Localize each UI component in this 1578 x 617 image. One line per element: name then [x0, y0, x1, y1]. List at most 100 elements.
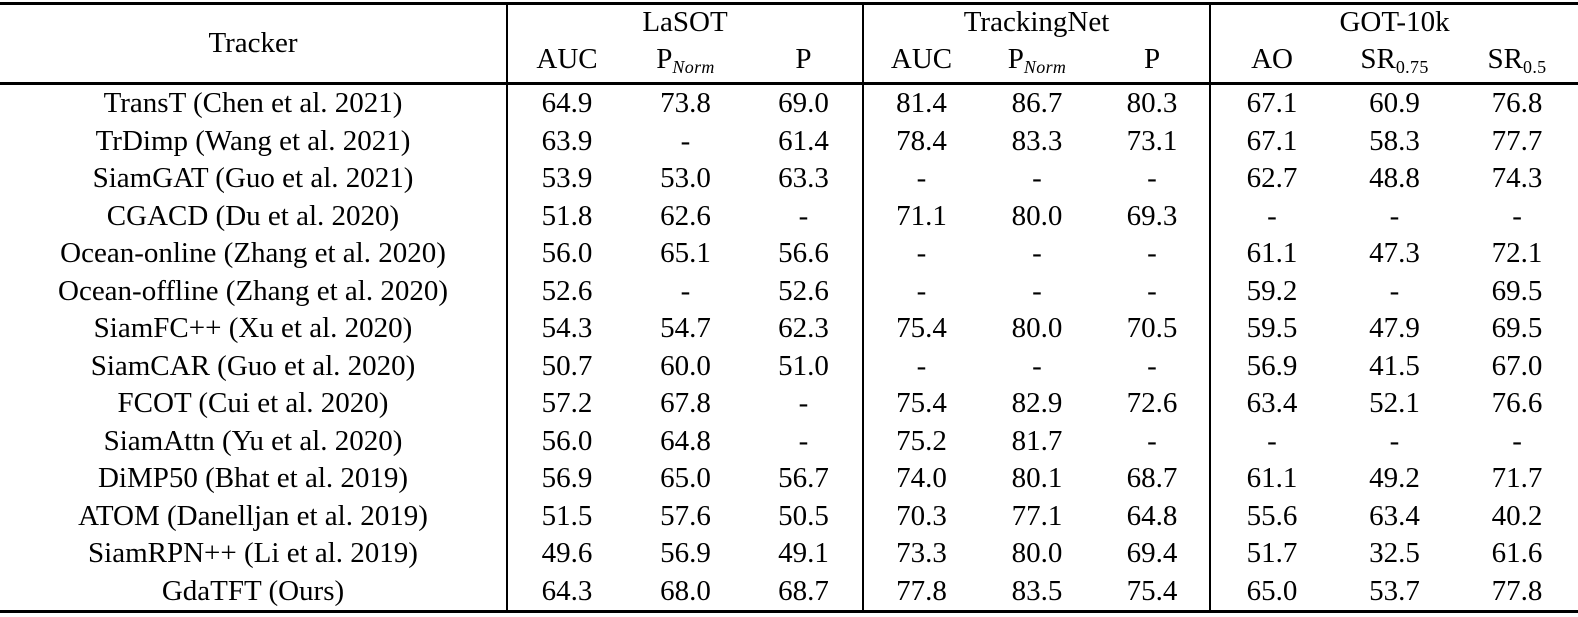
value-cell: 32.5	[1369, 537, 1420, 569]
value-cell: 80.0	[1011, 312, 1063, 344]
table-row: SiamAttn (Yu et al. 2020) 56.0 64.8 - 75…	[0, 422, 1578, 460]
metric-header-trackingnet-p: P	[1095, 40, 1211, 85]
metric-base: P	[1007, 43, 1024, 75]
value-cell: 69.4	[1126, 537, 1178, 569]
value-cell: 77.8	[1491, 574, 1543, 607]
value-cell: -	[1032, 237, 1042, 269]
tracker-cell: SiamGAT (Guo et al. 2021)	[92, 162, 414, 194]
value-cell: 60.0	[660, 349, 711, 382]
value-cell: 54.3	[506, 310, 626, 348]
value-cell: 62.6	[660, 199, 711, 232]
value-cell: 72.1	[1491, 237, 1543, 269]
metric-header-got10k-sr05: SR0.5	[1456, 40, 1578, 85]
value-cell: 47.3	[1369, 237, 1420, 269]
metric-base: SR	[1487, 43, 1523, 75]
value-cell: 40.2	[1491, 499, 1543, 532]
value-cell: 53.0	[660, 162, 711, 194]
value-cell: -	[1032, 349, 1042, 382]
value-cell: 49.6	[506, 535, 626, 573]
table-row: SiamCAR (Guo et al. 2020) 50.7 60.0 51.0…	[0, 347, 1578, 385]
value-cell: 56.9	[1209, 347, 1334, 385]
tracker-cell: DiMP50 (Bhat et al. 2019)	[97, 462, 409, 494]
results-table-body: TransT (Chen et al. 2021) 64.9 73.8 69.0…	[0, 83, 1578, 612]
metric-header-row: AUC PNorm P AUC PNorm P AO SR0.75 SR0.5	[0, 40, 1578, 85]
value-cell: 64.8	[1126, 499, 1178, 532]
value-cell: 53.7	[1369, 574, 1420, 607]
value-cell: 65.0	[1209, 572, 1334, 612]
table-row: CGACD (Du et al. 2020) 51.8 62.6 - 71.1 …	[0, 197, 1578, 235]
value-cell: 56.7	[778, 462, 829, 494]
value-cell: 52.1	[1369, 387, 1420, 419]
value-cell: -	[1032, 274, 1042, 307]
value-cell: 50.7	[506, 347, 626, 385]
value-cell: 63.4	[1369, 499, 1420, 532]
value-cell: 63.3	[778, 162, 829, 194]
value-cell: 72.6	[1126, 387, 1178, 419]
tracker-cell: SiamCAR (Guo et al. 2020)	[90, 349, 416, 382]
value-cell: 59.5	[1209, 310, 1334, 348]
tracker-cell: SiamRPN++ (Li et al. 2019)	[88, 537, 418, 569]
value-cell: 63.4	[1209, 385, 1334, 423]
tracker-cell: TransT (Chen et al. 2021)	[103, 87, 403, 119]
metric-sub: 0.5	[1522, 57, 1547, 78]
value-cell: -	[798, 424, 809, 457]
value-cell: 81.4	[862, 83, 979, 123]
table-row: SiamGAT (Guo et al. 2021) 53.9 53.0 63.3…	[0, 160, 1578, 198]
value-cell: 78.4	[862, 122, 979, 160]
group-header-row: Tracker LaSOT TrackingNet GOT-10k	[0, 3, 1578, 85]
value-cell: 51.5	[506, 497, 626, 535]
value-cell: 71.1	[862, 197, 979, 235]
metric-header-lasot-auc: AUC	[506, 40, 626, 85]
value-cell: 82.9	[1011, 387, 1063, 419]
value-cell: 64.8	[660, 424, 711, 457]
value-cell: 75.4	[862, 310, 979, 348]
tracker-cell: GdaTFT (Ours)	[161, 574, 345, 607]
table-row: TransT (Chen et al. 2021) 64.9 73.8 69.0…	[0, 83, 1578, 123]
results-table-head: Tracker LaSOT TrackingNet GOT-10k AUC PN…	[0, 3, 1578, 85]
value-cell: -	[798, 199, 809, 232]
value-cell: 49.2	[1369, 462, 1420, 494]
value-cell: -	[862, 235, 979, 273]
tracker-column-header: Tracker	[0, 3, 507, 85]
value-cell: 61.1	[1209, 460, 1334, 498]
value-cell: 75.2	[862, 422, 979, 460]
value-cell: -	[1147, 274, 1157, 307]
tracker-cell: TrDimp (Wang et al. 2021)	[95, 124, 411, 157]
table-row: DiMP50 (Bhat et al. 2019) 56.9 65.0 56.7…	[0, 460, 1578, 498]
value-cell: -	[862, 160, 979, 198]
value-cell: -	[1389, 199, 1400, 232]
value-cell: 80.0	[1011, 537, 1063, 569]
table-row: ATOM (Danelljan et al. 2019) 51.5 57.6 5…	[0, 497, 1578, 535]
tracker-cell: ATOM (Danelljan et al. 2019)	[78, 499, 428, 532]
value-cell: 83.3	[1011, 124, 1063, 157]
value-cell: -	[862, 347, 979, 385]
value-cell: 69.3	[1126, 199, 1178, 232]
value-cell: -	[680, 274, 691, 307]
metric-header-got10k-ao: AO	[1209, 40, 1334, 85]
value-cell: 51.8	[506, 197, 626, 235]
value-cell: 54.7	[660, 312, 711, 344]
value-cell: 61.1	[1209, 235, 1334, 273]
value-cell: -	[1147, 237, 1157, 269]
metric-base: AO	[1251, 43, 1293, 75]
value-cell: -	[798, 387, 809, 419]
value-cell: -	[1147, 349, 1157, 382]
metric-header-got10k-sr075: SR0.75	[1333, 40, 1457, 85]
value-cell: -	[1209, 422, 1334, 460]
metric-sub: 0.75	[1395, 57, 1429, 78]
group-header-got10k: GOT-10k	[1209, 3, 1578, 40]
metric-base: AUC	[536, 43, 598, 75]
value-cell: 80.3	[1126, 87, 1178, 119]
value-cell: 58.3	[1369, 124, 1420, 157]
value-cell: 62.3	[778, 312, 829, 344]
value-cell: -	[1512, 199, 1522, 232]
metric-base: AUC	[890, 43, 953, 75]
value-cell: 57.6	[660, 499, 711, 532]
value-cell: 50.5	[778, 499, 829, 532]
value-cell: 63.9	[506, 122, 626, 160]
value-cell: 67.8	[660, 387, 711, 419]
value-cell: 47.9	[1369, 312, 1420, 344]
value-cell: 83.5	[1011, 574, 1063, 607]
value-cell: -	[1389, 424, 1400, 457]
